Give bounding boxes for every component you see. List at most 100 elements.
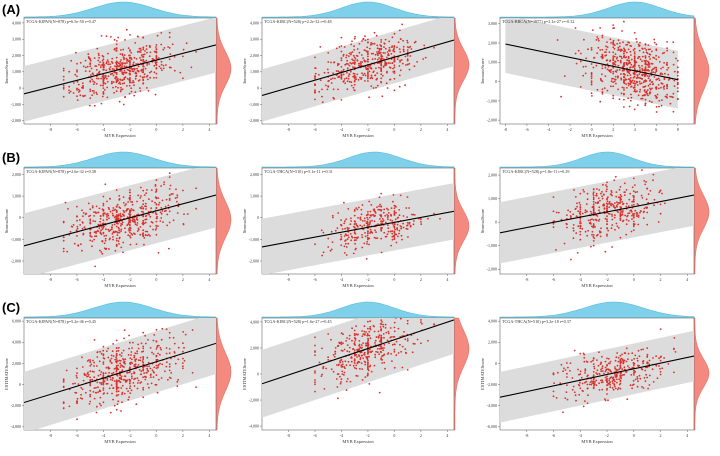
chart-b2-point bbox=[371, 214, 373, 216]
chart-a2-point bbox=[408, 68, 411, 71]
chart-b3-point bbox=[616, 203, 619, 206]
chart-b1-point bbox=[112, 214, 115, 217]
chart-a3-point bbox=[641, 69, 644, 72]
chart-b3-point bbox=[637, 223, 640, 226]
chart-a3-regression-line bbox=[505, 43, 678, 81]
chart-c1-point bbox=[92, 359, 94, 362]
chart-a3-point bbox=[652, 83, 655, 85]
chart-a3-point bbox=[632, 66, 634, 68]
chart-c1-point bbox=[89, 359, 92, 361]
chart-c3-point bbox=[579, 373, 582, 375]
chart-a2-point bbox=[376, 58, 379, 61]
chart-a1-x-tick-label: 4 bbox=[208, 127, 210, 132]
chart-c2-point bbox=[373, 364, 376, 367]
chart-b1-point bbox=[115, 225, 118, 228]
chart-a2-point bbox=[340, 36, 343, 39]
chart-c1-point bbox=[98, 402, 101, 405]
chart-a3-point bbox=[629, 77, 632, 79]
chart-b1-point bbox=[102, 212, 105, 215]
chart-c1-point bbox=[147, 339, 149, 341]
chart-a3-point bbox=[651, 87, 653, 90]
chart-c2-point bbox=[361, 368, 364, 370]
chart-c3-point bbox=[611, 380, 614, 383]
chart-a2-point bbox=[366, 50, 368, 53]
chart-a1-point bbox=[144, 67, 147, 70]
chart-a3-point bbox=[617, 75, 619, 78]
chart-c2-point bbox=[345, 364, 348, 366]
chart-b3-point bbox=[642, 217, 645, 219]
chart-b3-point bbox=[598, 209, 600, 212]
chart-b1-point bbox=[155, 191, 157, 193]
chart-b2-point bbox=[347, 236, 350, 239]
chart-a1-point bbox=[119, 78, 122, 81]
chart-c3-point bbox=[660, 355, 662, 358]
chart-a3-point bbox=[667, 79, 670, 81]
chart-a3-point bbox=[649, 91, 652, 94]
chart-b3-point bbox=[630, 230, 633, 233]
chart-a2-point bbox=[380, 68, 383, 71]
chart-c2-point bbox=[382, 333, 385, 335]
chart-c1-point bbox=[142, 356, 145, 358]
chart-b1-point bbox=[67, 208, 69, 210]
chart-a1-point bbox=[115, 61, 117, 64]
chart-a3-point bbox=[612, 46, 615, 49]
chart-c3-point bbox=[613, 385, 616, 388]
chart-b1-x-tick-label: -6 bbox=[75, 277, 78, 282]
chart-b3-point bbox=[598, 218, 601, 221]
chart-b3-point bbox=[570, 258, 572, 261]
chart-b2-point bbox=[365, 258, 368, 260]
chart-a1-point bbox=[105, 69, 108, 72]
chart-c1-point bbox=[135, 403, 138, 406]
chart-a3-plot-content bbox=[505, 18, 679, 113]
chart-b1-point bbox=[118, 229, 121, 232]
chart-b3-point bbox=[639, 210, 642, 212]
chart-c1-point bbox=[130, 375, 133, 378]
chart-b2-point bbox=[386, 216, 389, 219]
chart-a3-point bbox=[618, 69, 621, 71]
chart-a1-point bbox=[146, 64, 149, 66]
chart-a3-point bbox=[652, 68, 654, 71]
chart-c2-point bbox=[340, 365, 343, 368]
chart-b2-point bbox=[369, 232, 371, 234]
chart-a3-point bbox=[672, 51, 675, 54]
chart-b1-point bbox=[155, 188, 158, 191]
chart-b2-point bbox=[374, 229, 376, 232]
chart-c3-point bbox=[603, 372, 605, 375]
chart-b1-point bbox=[101, 252, 104, 255]
chart-a1-point bbox=[135, 63, 138, 65]
chart-b2-point bbox=[361, 220, 364, 222]
chart-b1-point bbox=[107, 206, 110, 209]
chart-c3-point bbox=[612, 378, 615, 381]
chart-a1-point bbox=[120, 89, 122, 91]
chart-a1-point bbox=[139, 87, 141, 89]
chart-a2-point bbox=[325, 84, 327, 87]
chart-a3-point bbox=[647, 94, 649, 97]
chart-c2-point bbox=[379, 350, 382, 353]
chart-c2-point bbox=[421, 322, 423, 325]
chart-c1-point bbox=[127, 398, 130, 401]
chart-c1-point bbox=[120, 378, 123, 381]
chart-c2-point bbox=[416, 338, 419, 341]
chart-c2-point bbox=[383, 336, 385, 339]
chart-a3-point bbox=[584, 65, 587, 68]
chart-a1-point bbox=[119, 83, 122, 85]
chart-c3-point bbox=[619, 374, 622, 377]
chart-c2-point bbox=[368, 348, 371, 351]
chart-a2-point bbox=[383, 46, 385, 48]
chart-c2-point bbox=[348, 334, 351, 337]
chart-c2-point bbox=[381, 347, 384, 349]
chart-c1-point bbox=[76, 367, 78, 370]
chart-c2-point bbox=[383, 344, 386, 346]
chart-b1-point bbox=[121, 221, 124, 224]
chart-b2-point bbox=[412, 223, 415, 226]
chart-b1-point bbox=[155, 233, 158, 236]
chart-c2-point bbox=[323, 388, 326, 390]
chart-a1-point bbox=[129, 72, 131, 75]
chart-c3-point bbox=[618, 368, 621, 371]
chart-b1-point bbox=[168, 188, 171, 190]
chart-c1-point bbox=[102, 389, 105, 391]
chart-c2-point bbox=[368, 383, 371, 385]
chart-a1: -8 -6 -4 -2 0 2 4-2,000-1,00001,0002,0003,0004… bbox=[4, 1, 232, 138]
chart-b3-point bbox=[598, 206, 601, 209]
chart-c3-point bbox=[577, 368, 579, 371]
